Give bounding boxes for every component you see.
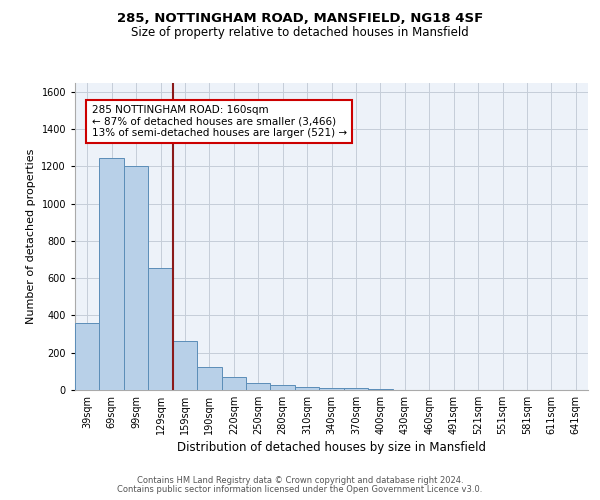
Text: Contains public sector information licensed under the Open Government Licence v3: Contains public sector information licen…	[118, 485, 482, 494]
Text: 285 NOTTINGHAM ROAD: 160sqm
← 87% of detached houses are smaller (3,466)
13% of : 285 NOTTINGHAM ROAD: 160sqm ← 87% of det…	[92, 105, 347, 138]
Bar	[319, 388, 344, 390]
Text: 285, NOTTINGHAM ROAD, MANSFIELD, NG18 4SF: 285, NOTTINGHAM ROAD, MANSFIELD, NG18 4S…	[117, 12, 483, 26]
Bar	[197, 368, 221, 390]
Y-axis label: Number of detached properties: Number of detached properties	[26, 148, 36, 324]
Bar	[368, 388, 392, 390]
Bar	[75, 322, 100, 390]
Bar	[173, 341, 197, 390]
Bar	[246, 383, 271, 390]
Bar	[344, 388, 368, 390]
Bar	[124, 166, 148, 390]
Text: Contains HM Land Registry data © Crown copyright and database right 2024.: Contains HM Land Registry data © Crown c…	[137, 476, 463, 485]
Bar	[271, 385, 295, 390]
Text: Size of property relative to detached houses in Mansfield: Size of property relative to detached ho…	[131, 26, 469, 39]
Bar	[100, 158, 124, 390]
Bar	[221, 376, 246, 390]
Bar	[295, 387, 319, 390]
X-axis label: Distribution of detached houses by size in Mansfield: Distribution of detached houses by size …	[177, 441, 486, 454]
Bar	[148, 268, 173, 390]
